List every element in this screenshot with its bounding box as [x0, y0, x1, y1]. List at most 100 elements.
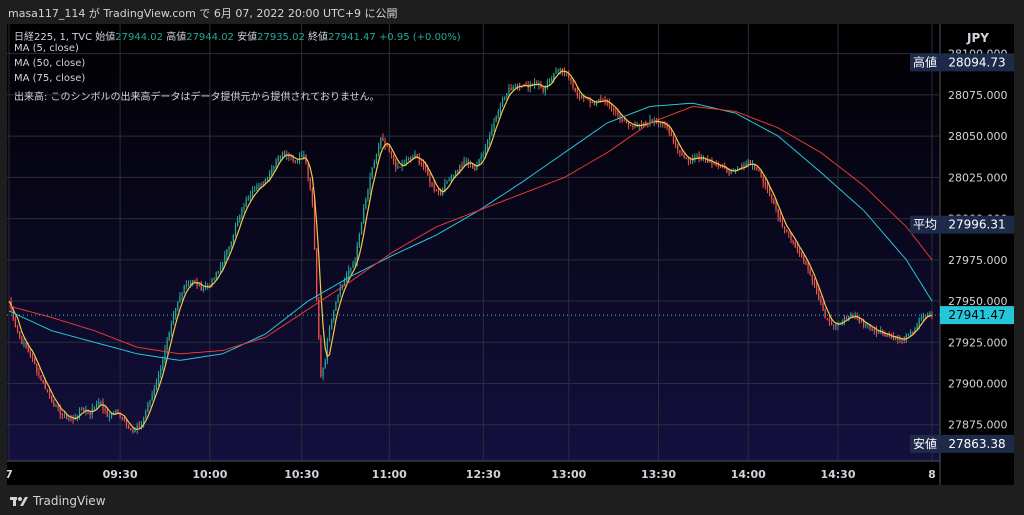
candle-body	[290, 156, 292, 158]
legend-ma50[interactable]: MA (50, close)	[14, 58, 86, 69]
candle-body	[726, 168, 728, 173]
candle-body	[467, 160, 470, 164]
candle-body	[465, 160, 467, 162]
legend-change: +0.95 (+0.00%)	[378, 32, 461, 43]
candle-body	[416, 154, 418, 158]
candle-body	[373, 162, 375, 168]
candle-body	[824, 310, 826, 319]
legend-ma5[interactable]: MA (5, close)	[14, 43, 79, 54]
candle-body	[241, 208, 243, 216]
candle-body	[890, 335, 893, 337]
candle-body	[367, 189, 369, 200]
candle-body	[730, 170, 732, 175]
candle-body	[275, 160, 277, 167]
candle-body	[89, 412, 91, 415]
candle-body	[236, 220, 239, 226]
candle-body	[615, 110, 617, 112]
candle-body	[183, 285, 185, 294]
candle-body	[696, 155, 698, 157]
candle-body	[365, 199, 367, 209]
candle-body	[471, 163, 474, 169]
candle-body	[48, 391, 51, 396]
candle-body	[128, 425, 130, 429]
candle-body	[749, 160, 752, 166]
candle-body	[664, 123, 666, 125]
candle-body	[790, 233, 792, 241]
price-tick-label: 27925.000	[948, 336, 1008, 349]
candle-body	[929, 313, 931, 315]
candle-body	[508, 87, 510, 93]
candle-body	[613, 108, 615, 111]
price-chart[interactable]: 27875.000 27900.000 27925.000 27950.000 2797…	[5, 24, 1014, 485]
legend-volume-note: 出来高: このシンボルの出来高データはデータ提供元から提供されておりません。	[14, 92, 380, 103]
candle-body	[807, 264, 809, 271]
candle-body	[459, 165, 461, 171]
candle-body	[155, 382, 158, 389]
candle-body	[922, 315, 925, 319]
tradingview-logo[interactable]: TradingView	[10, 494, 106, 508]
candle-body	[553, 73, 555, 80]
candle-body	[324, 360, 326, 368]
candle-body	[260, 183, 262, 185]
candle-body	[899, 338, 901, 340]
candle-body	[172, 315, 175, 324]
candle-body	[217, 270, 220, 273]
candle-body	[698, 155, 700, 159]
candle-body	[140, 423, 143, 427]
candle-body	[435, 189, 437, 192]
legend-ma75[interactable]: MA (75, close)	[14, 73, 86, 84]
candle-body	[384, 140, 386, 146]
candle-body	[593, 101, 596, 105]
candle-body	[809, 270, 811, 275]
candle-body	[12, 308, 14, 320]
price-label-box	[940, 306, 1014, 325]
candle-body	[386, 145, 388, 147]
candle-body	[369, 177, 371, 190]
candle-body	[187, 284, 190, 286]
price-tick-label: 27950.000	[948, 295, 1008, 308]
time-axis[interactable]: 7 09:30 10:00 10:30 11:00 12:30 13:00 13:30 14:0…	[5, 468, 936, 481]
candle-body	[619, 115, 621, 120]
candle-body	[27, 347, 29, 352]
candle-body	[805, 261, 807, 265]
candle-body	[333, 310, 335, 320]
candle-body	[309, 177, 311, 189]
candle-body	[724, 166, 726, 169]
candle-body	[728, 172, 730, 175]
candle-body	[410, 158, 412, 160]
candle-body	[66, 414, 68, 419]
candle-body	[736, 168, 739, 170]
candle-body	[788, 232, 790, 234]
candle-body	[771, 196, 773, 200]
candle-body	[175, 308, 177, 316]
price-label-text: 高値	[913, 54, 937, 69]
candle-body	[745, 163, 747, 168]
candle-body	[273, 166, 275, 169]
candle-body	[875, 330, 878, 334]
candle-body	[798, 250, 801, 254]
candle-body	[559, 68, 561, 71]
candle-body	[382, 138, 384, 141]
candle-body	[256, 187, 258, 191]
candle-body	[666, 123, 668, 128]
candle-body	[424, 165, 427, 169]
candle-body	[604, 100, 606, 103]
candle-body	[149, 400, 151, 405]
legend-low-label: 安値	[237, 32, 258, 43]
candle-body	[786, 229, 788, 233]
candle-body	[478, 158, 480, 166]
candle-body	[572, 80, 574, 88]
price-tick-label: 27875.000	[948, 419, 1008, 432]
candle-body	[121, 417, 123, 420]
candle-body	[501, 98, 504, 106]
candle-body	[538, 84, 540, 86]
candle-body	[303, 155, 305, 157]
candle-body	[454, 170, 457, 175]
candle-body	[717, 165, 719, 167]
candle-body	[245, 199, 247, 207]
candle-body	[318, 299, 320, 338]
candle-body	[645, 122, 647, 124]
candle-body	[642, 122, 645, 126]
candle-body	[719, 166, 722, 168]
footer-bar	[0, 485, 1024, 515]
